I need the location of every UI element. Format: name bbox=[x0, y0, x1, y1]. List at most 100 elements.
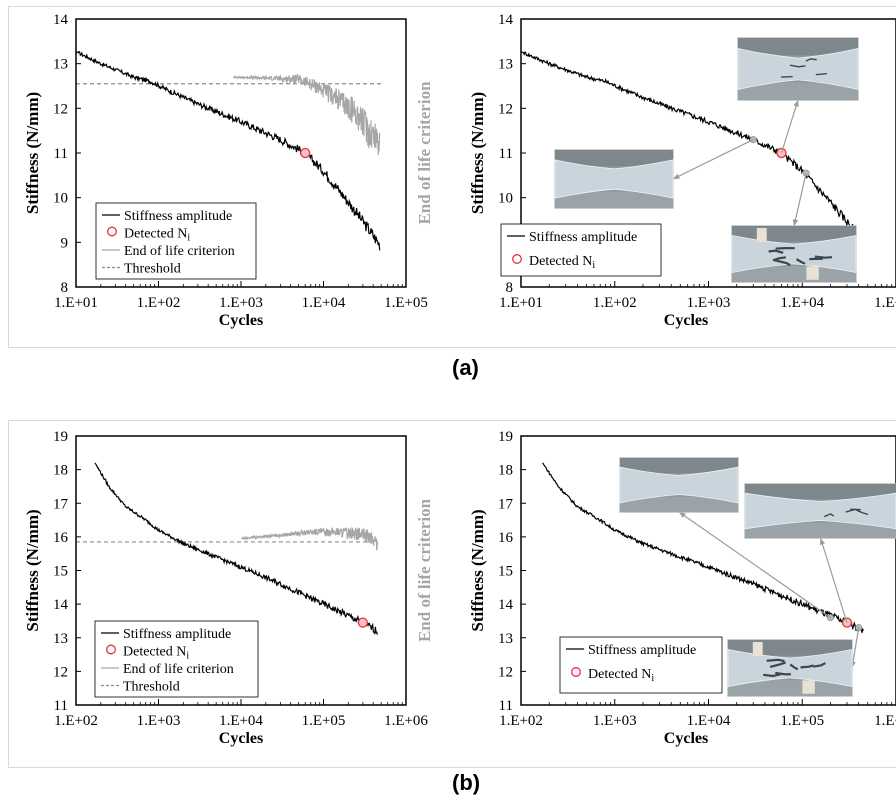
panel-label-a: (a) bbox=[452, 355, 479, 380]
end-of-life-line bbox=[233, 72, 381, 156]
stiffness-amplitude-line bbox=[521, 51, 854, 231]
y-tick-label: 15 bbox=[53, 564, 68, 580]
x-tick-label: 1.E+02 bbox=[593, 295, 637, 311]
y-tick-label: 8 bbox=[61, 280, 69, 296]
photo-arrowhead bbox=[793, 100, 799, 107]
x-tick-label: 1.E+02 bbox=[54, 713, 98, 729]
photo-arrow bbox=[819, 537, 848, 623]
y-axis-label: Stiffness (N/mm) bbox=[468, 92, 487, 214]
x-tick-label: 1.E+04 bbox=[687, 713, 731, 729]
specimen-photo-early bbox=[619, 457, 739, 513]
chart-b-left: 11 12 13 14 15 16 17 18 19 1.E+02 1.E+03 1.E+04 1.E+… bbox=[23, 429, 434, 747]
detected-ni-marker bbox=[357, 617, 369, 628]
specimen-photo-late bbox=[731, 225, 857, 283]
specimen-photo-early bbox=[554, 149, 674, 209]
y-tick-label: 17 bbox=[498, 496, 514, 512]
legend-detected-symbol bbox=[107, 226, 117, 237]
y-tick-label: 16 bbox=[498, 530, 514, 546]
photo-arrow bbox=[678, 511, 831, 619]
end-of-life-axis-label: End of life criterion bbox=[415, 81, 434, 225]
x-tick-label: 1.E+03 bbox=[593, 713, 637, 729]
legend-detected-symbol bbox=[571, 667, 581, 677]
detected-ni-marker bbox=[300, 147, 311, 159]
x-tick-label: 1.E+05 bbox=[302, 713, 346, 729]
x-tick-label: 1.E+06 bbox=[874, 713, 896, 729]
x-axis-label: Cycles bbox=[219, 730, 263, 747]
panel-b bbox=[8, 420, 896, 768]
chart-a-left: 8 9 10 11 12 13 14 1.E+01 1.E+02 1.E+03 1.E+04 1.E+… bbox=[23, 12, 434, 329]
y-tick-label: 18 bbox=[498, 463, 513, 479]
y-tick-label: 9 bbox=[61, 235, 69, 251]
y-tick-label: 18 bbox=[53, 463, 68, 479]
y-tick-label: 12 bbox=[53, 101, 68, 117]
y-tick-label: 11 bbox=[499, 698, 513, 714]
y-tick-label: 14 bbox=[498, 12, 514, 28]
y-tick-label: 14 bbox=[53, 12, 69, 28]
legend-label: Detected Ni bbox=[588, 667, 654, 684]
legend bbox=[559, 636, 723, 694]
y-tick-label: 11 bbox=[54, 698, 68, 714]
legend bbox=[500, 223, 662, 277]
y-tick-label: 13 bbox=[498, 631, 513, 647]
x-tick-label: 1.E+03 bbox=[219, 295, 263, 311]
y-tick-label: 12 bbox=[53, 664, 68, 680]
x-axis-label: Cycles bbox=[664, 312, 708, 329]
legend bbox=[95, 202, 257, 280]
x-tick-label: 1.E+04 bbox=[302, 295, 346, 311]
legend-label: Stiffness amplitude bbox=[529, 230, 637, 245]
x-tick-label: 1.E+02 bbox=[499, 713, 543, 729]
photo-arrowhead bbox=[792, 219, 799, 226]
x-tick-label: 1.E+05 bbox=[874, 295, 896, 311]
end-of-life-line bbox=[240, 527, 378, 552]
y-tick-label: 14 bbox=[53, 597, 69, 613]
y-tick-label: 12 bbox=[498, 664, 513, 680]
stiffness-amplitude-line bbox=[76, 50, 381, 251]
chart-a-right: 8910111213141.E+011.E+021.E+031.E+041.E+… bbox=[468, 12, 896, 329]
legend-label: Detected Ni bbox=[124, 227, 190, 244]
photo-arrowhead bbox=[819, 538, 826, 545]
photo-arrowhead bbox=[673, 173, 680, 179]
y-tick-label: 10 bbox=[498, 191, 513, 207]
x-tick-label: 1.E+03 bbox=[687, 295, 731, 311]
legend-label: Stiffness amplitude bbox=[123, 627, 231, 642]
x-axis-label: Cycles bbox=[664, 730, 708, 747]
specimen-photo-late bbox=[727, 639, 853, 697]
x-tick-label: 1.E+04 bbox=[780, 295, 824, 311]
specimen-photo-detected bbox=[744, 483, 896, 539]
y-tick-label: 13 bbox=[53, 631, 68, 647]
x-tick-label: 1.E+06 bbox=[384, 713, 428, 729]
y-tick-label: 10 bbox=[53, 191, 68, 207]
x-tick-label: 1.E+03 bbox=[137, 713, 181, 729]
panel-label-b: (b) bbox=[452, 770, 481, 795]
chart-b-right: 11 12 13 14 15 16 17 18 19 1.E+02 1.E+03 1.E+04 1.E+… bbox=[468, 429, 896, 747]
x-axis-label: Cycles bbox=[219, 312, 263, 329]
y-tick-label: 12 bbox=[498, 101, 513, 117]
stiffness-amplitude-line bbox=[94, 462, 378, 635]
end-of-life-axis-label: End of life criterion bbox=[415, 498, 434, 642]
detected-ni-marker bbox=[841, 617, 853, 628]
x-tick-label: 1.E+01 bbox=[54, 295, 98, 311]
stiffness-amplitude-line bbox=[542, 462, 865, 633]
detected-ni-marker bbox=[776, 147, 787, 159]
x-tick-label: 1.E+05 bbox=[780, 713, 824, 729]
x-tick-label: 1.E+01 bbox=[499, 295, 543, 311]
photo-arrow bbox=[851, 627, 860, 669]
specimen-photo-detected bbox=[737, 37, 859, 101]
y-tick-label: 11 bbox=[54, 146, 68, 162]
photo-arrowhead bbox=[679, 512, 686, 518]
legend-label: Detected Ni bbox=[529, 254, 595, 271]
legend-label: Threshold bbox=[123, 680, 180, 695]
y-axis-label: Stiffness (N/mm) bbox=[23, 92, 42, 214]
legend-label: Detected Ni bbox=[123, 645, 189, 662]
x-tick-label: 1.E+02 bbox=[137, 295, 181, 311]
y-tick-label: 17 bbox=[53, 496, 69, 512]
y-tick-label: 14 bbox=[498, 597, 514, 613]
y-axis-label: Stiffness (N/mm) bbox=[23, 509, 42, 631]
y-tick-label: 19 bbox=[53, 429, 68, 445]
y-tick-label: 16 bbox=[53, 530, 69, 546]
y-tick-label: 13 bbox=[53, 57, 68, 73]
legend-detected-symbol bbox=[512, 254, 522, 264]
legend-label: End of life criterion bbox=[123, 662, 234, 677]
photo-arrow bbox=[793, 172, 807, 227]
y-axis-label: Stiffness (N/mm) bbox=[468, 509, 487, 631]
